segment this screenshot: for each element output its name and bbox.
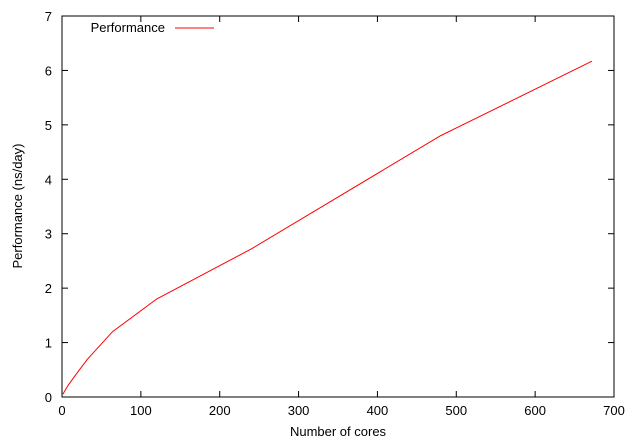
x-tick-label: 500 (445, 403, 467, 418)
y-tick-label: 7 (45, 9, 52, 24)
legend: Performance (91, 20, 214, 35)
x-axis-ticks: 0 100 200 300 400 500 600 700 (58, 16, 625, 418)
series-line-performance (62, 60, 593, 395)
x-tick-label: 0 (58, 403, 65, 418)
x-tick-label: 300 (288, 403, 310, 418)
x-tick-label: 400 (367, 403, 389, 418)
plot-frame (61, 15, 615, 398)
y-tick-label: 1 (45, 336, 52, 351)
y-tick-label: 5 (45, 118, 52, 133)
y-tick-label: 4 (45, 172, 52, 187)
y-tick-label: 3 (45, 227, 52, 242)
y-axis-ticks: 0 1 2 3 4 5 6 7 (45, 9, 614, 405)
legend-label: Performance (91, 20, 165, 35)
x-axis-label: Number of cores (290, 424, 387, 439)
x-tick-label: 700 (603, 403, 625, 418)
x-tick-label: 200 (209, 403, 231, 418)
x-tick-label: 600 (524, 403, 546, 418)
y-tick-label: 0 (45, 390, 52, 405)
y-axis-label: Performance (ns/day) (10, 144, 25, 269)
y-tick-label: 2 (45, 281, 52, 296)
y-tick-label: 6 (45, 63, 52, 78)
x-tick-label: 100 (130, 403, 152, 418)
series-layer (62, 60, 593, 395)
